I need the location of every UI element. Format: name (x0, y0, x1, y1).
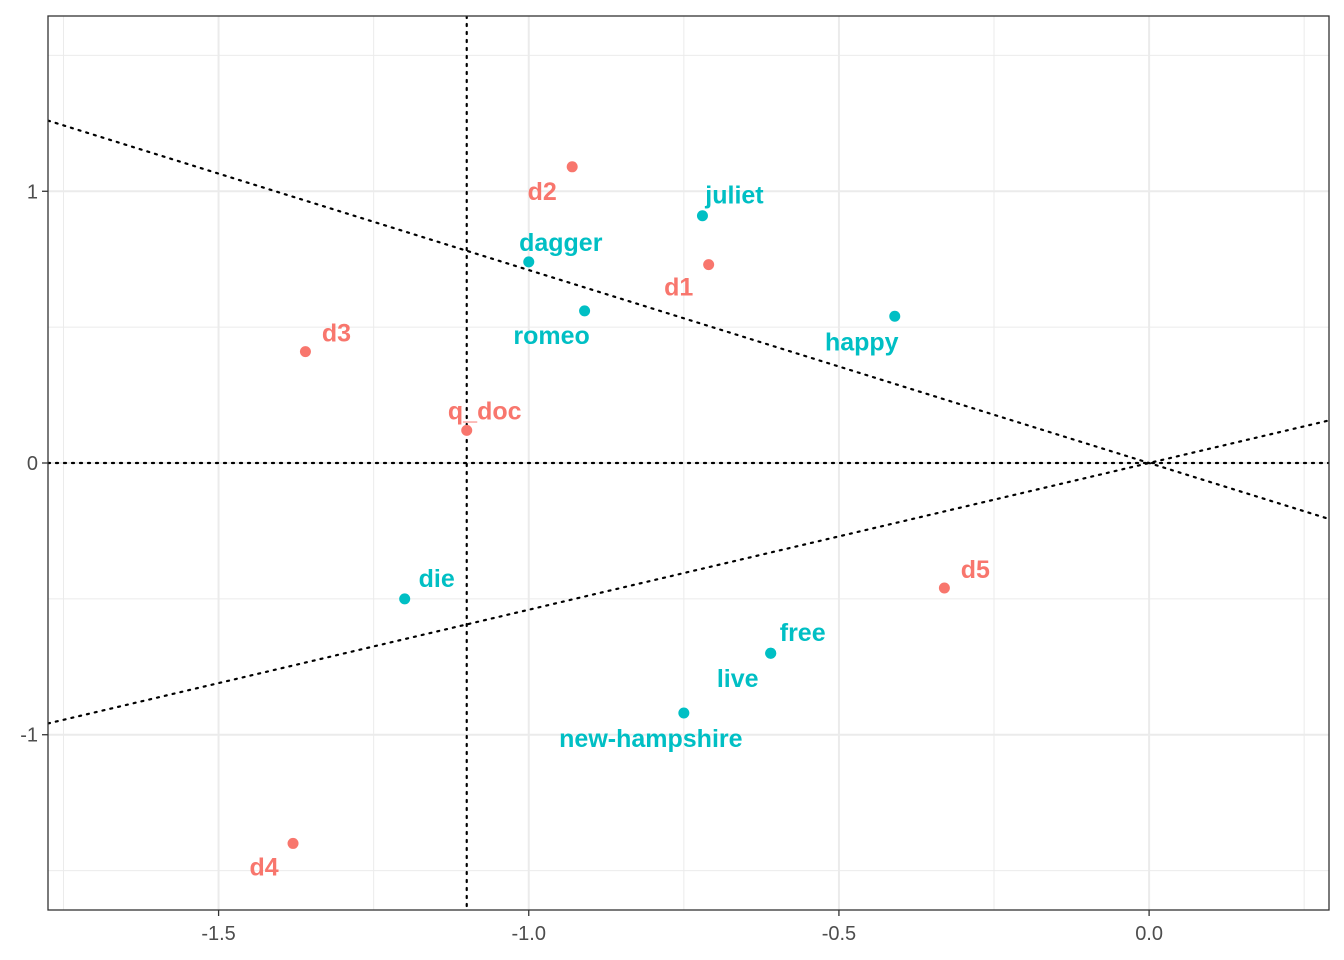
label-d1: d1 (664, 274, 693, 302)
point-d5 (938, 582, 950, 594)
label-new-hampshire: new-hampshire (559, 725, 742, 753)
reference-line-abline (48, 119, 1329, 521)
point-d1 (703, 259, 715, 271)
x-tick-label: -1.0 (512, 923, 546, 945)
label-dagger: dagger (519, 229, 603, 257)
point-d4 (287, 837, 299, 849)
point-q_doc (461, 424, 473, 436)
reference-line-abline (48, 419, 1329, 725)
y-tick-label: 0 (27, 453, 38, 475)
label-d4: d4 (249, 853, 278, 881)
x-tick-label: -0.5 (822, 923, 856, 945)
point-d3 (299, 346, 311, 358)
point-romeo (579, 305, 591, 317)
point-d2 (566, 161, 578, 173)
label-free: free (780, 619, 826, 647)
point-dagger (523, 256, 535, 268)
label-d3: d3 (322, 320, 351, 348)
y-axis: -1 0 1 (20, 181, 48, 747)
x-axis: -1.5 -1.0 -0.5 0.0 (201, 910, 1163, 945)
label-juliet: juliet (704, 182, 764, 210)
point-die (399, 593, 411, 605)
point-labels: d1 d2 d3 d4 d5 q_doc juliet dagger romeo happy die… (249, 178, 990, 882)
y-tick-label: -1 (20, 725, 38, 747)
label-romeo: romeo (513, 322, 589, 350)
label-die: die (419, 565, 455, 593)
label-happy: happy (825, 328, 899, 356)
label-live: live (717, 665, 759, 693)
label-q_doc: q_doc (448, 397, 522, 425)
x-tick-label: 0.0 (1135, 923, 1163, 945)
point-happy (889, 310, 901, 322)
label-d2: d2 (528, 178, 557, 206)
point-live (765, 647, 777, 659)
y-tick-label: 1 (27, 181, 38, 203)
data-points (287, 161, 950, 849)
reference-lines (48, 16, 1329, 910)
x-tick-label: -1.5 (201, 923, 235, 945)
label-d5: d5 (961, 556, 990, 584)
point-new-hampshire (678, 707, 690, 719)
point-juliet (696, 210, 708, 222)
